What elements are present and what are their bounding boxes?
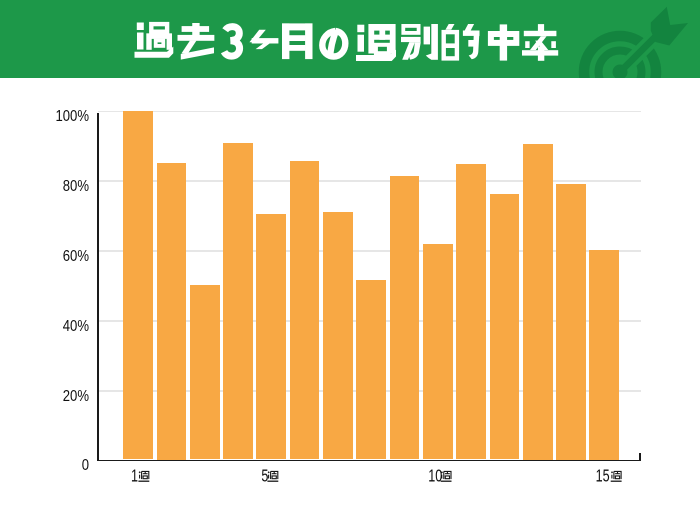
svg-text:15: 15: [596, 467, 610, 487]
svg-text:10: 10: [428, 467, 442, 487]
svg-text:1: 1: [131, 467, 138, 487]
svg-text:5: 5: [261, 467, 268, 487]
